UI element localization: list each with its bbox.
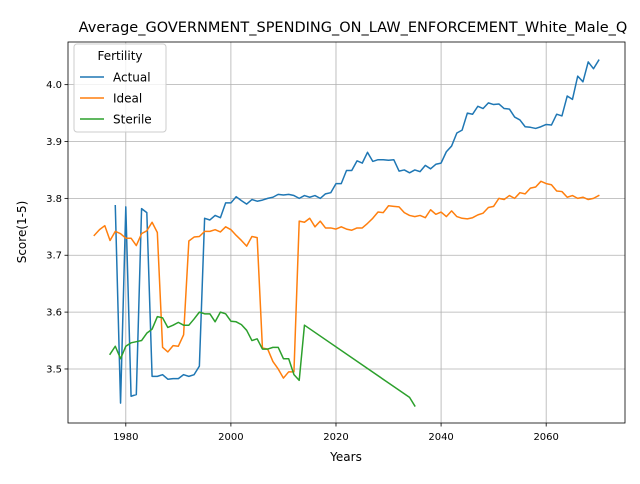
x-tick-label: 2000 [218, 432, 243, 443]
legend-label-sterile: Sterile [113, 113, 152, 127]
plot-area [93, 59, 600, 407]
y-tick-label: 3.7 [46, 251, 62, 262]
y-tick-label: 4.0 [46, 80, 62, 91]
y-tick-label: 3.9 [46, 137, 62, 148]
legend-label-ideal: Ideal [113, 92, 142, 106]
y-tick-label: 3.8 [46, 194, 62, 205]
plot-frame [67, 41, 626, 424]
y-tick-label: 3.5 [46, 364, 62, 375]
series-line-ideal [93, 180, 600, 379]
y-axis: 3.5 3.6 3.7 3.8 3.9 4.0 [46, 80, 68, 375]
x-tick-label: 2060 [533, 432, 558, 443]
legend-items: Actual Ideal Sterile [80, 71, 152, 127]
grid-lines [68, 42, 625, 423]
x-tick-label: 1980 [113, 432, 138, 443]
series-line-sterile [109, 311, 416, 407]
chart-title: Average_GOVERNMENT_SPENDING_ON_LAW_ENFOR… [79, 20, 628, 36]
series-line-actual [114, 59, 600, 404]
legend-box [73, 43, 167, 133]
x-axis-label: Years [329, 450, 362, 464]
legend-title: Fertility [97, 49, 142, 63]
x-tick-label: 2020 [323, 432, 348, 443]
x-axis: 1980 2000 2020 2040 2060 [113, 423, 559, 443]
legend: Fertility Actual Ideal Sterile [73, 43, 167, 133]
x-tick-label: 2040 [428, 432, 453, 443]
y-axis-label: Score(1-5) [15, 201, 29, 264]
y-tick-label: 3.6 [46, 308, 62, 319]
series-lines [93, 59, 600, 407]
legend-label-actual: Actual [113, 71, 151, 85]
